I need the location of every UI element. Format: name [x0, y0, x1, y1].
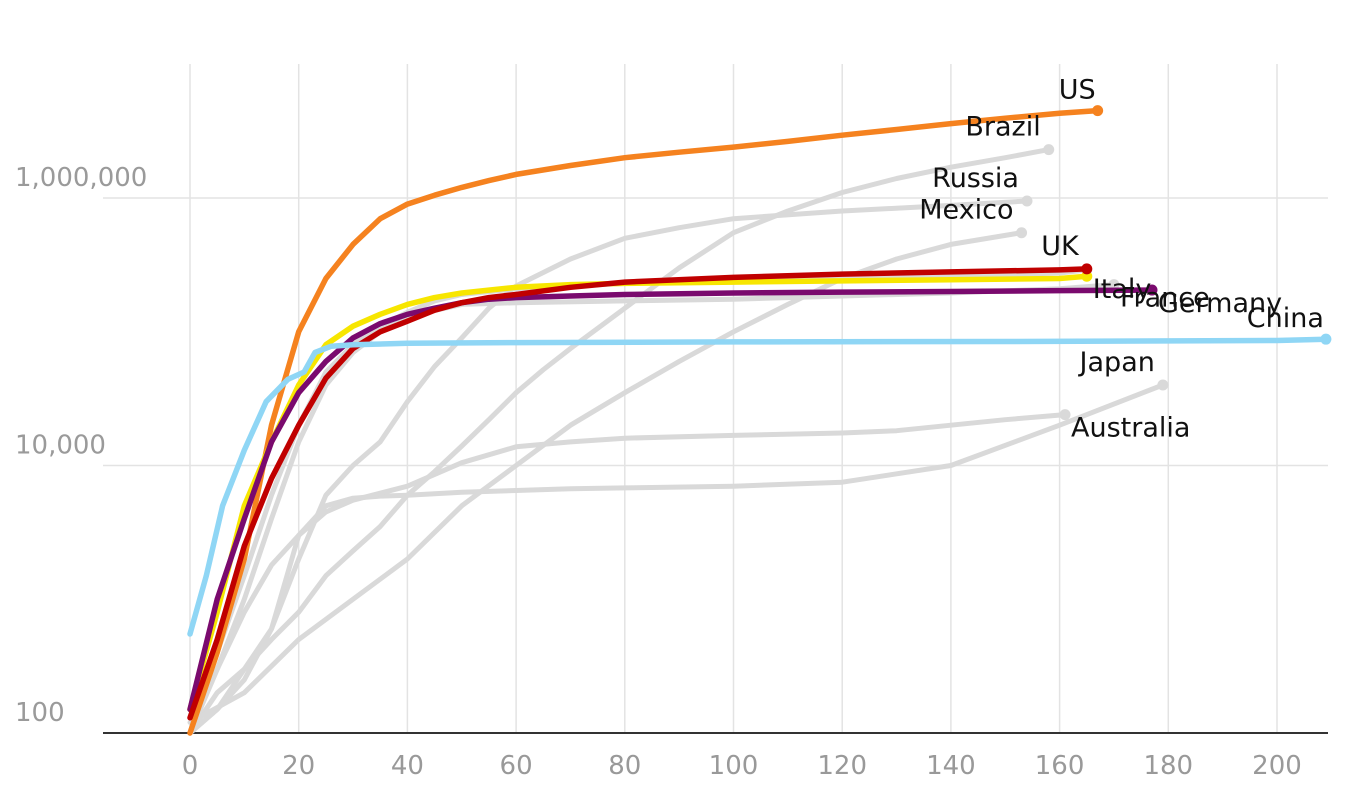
x-tick-label: 60 — [500, 751, 533, 781]
series-line-germany — [187, 287, 1155, 713]
series-line-mexico — [187, 230, 1025, 725]
axes: 0 20 40 60 80 100 120 140 160 180 200 100 10,000 1,00… — [15, 163, 1328, 781]
y-tick-label: 10,000 — [15, 431, 106, 461]
series-endpoint-us — [1092, 105, 1104, 117]
series-lines — [187, 105, 1332, 736]
series-label-france: France — [1120, 283, 1210, 314]
series-line-china — [187, 336, 1329, 637]
series-endpoint-brazil — [1043, 144, 1055, 156]
series-endpoint-japan — [1157, 379, 1169, 391]
series-line-uk — [187, 266, 1090, 721]
x-tick-label: 120 — [817, 751, 867, 781]
x-tick-label: 80 — [608, 751, 641, 781]
x-tick-label: 200 — [1252, 751, 1302, 781]
series-endpoint-russia — [1021, 195, 1033, 207]
series-line-australia — [187, 412, 1068, 736]
y-tick-label: 100 — [15, 698, 65, 728]
series-endpoint-mexico — [1016, 227, 1028, 239]
gridlines — [103, 64, 1328, 733]
series-label-japan: Japan — [1078, 347, 1155, 378]
series-endpoint-australia — [1059, 409, 1071, 421]
y-tick-label: 1,000,000 — [15, 163, 147, 193]
series-line-us — [187, 107, 1101, 736]
series-label-russia: Russia — [932, 163, 1019, 194]
x-tick-label: 100 — [709, 751, 759, 781]
series-label-italy: Italy — [1093, 274, 1152, 305]
series-label-germany: Germany — [1158, 288, 1282, 319]
x-tick-label: 40 — [391, 751, 424, 781]
x-tick-label: 20 — [282, 751, 315, 781]
series-label-australia: Australia — [1071, 413, 1190, 444]
series-endpoint-china — [1320, 333, 1332, 345]
x-tick-label: 160 — [1035, 751, 1085, 781]
series-label-mexico: Mexico — [919, 195, 1013, 226]
series-endpoint-uk — [1081, 263, 1093, 275]
x-tick-label: 140 — [926, 751, 976, 781]
series-label-us: US — [1059, 75, 1096, 106]
series-line-brazil — [187, 147, 1052, 736]
series-label-brazil: Brazil — [965, 112, 1040, 143]
series-endpoint-france — [1108, 279, 1120, 291]
series-endpoint-germany — [1146, 284, 1158, 296]
series-line-japan — [187, 382, 1166, 736]
series-label-uk: UK — [1041, 231, 1080, 262]
series-label-china: China — [1247, 303, 1324, 334]
x-tick-label: 0 — [182, 751, 199, 781]
x-tick-label: 180 — [1143, 751, 1193, 781]
